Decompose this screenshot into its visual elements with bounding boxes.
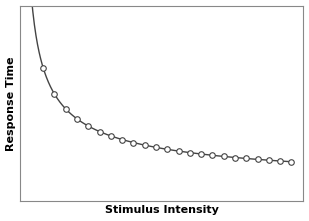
X-axis label: Stimulus Intensity: Stimulus Intensity bbox=[105, 206, 218, 215]
Y-axis label: Response Time: Response Time bbox=[6, 56, 15, 151]
